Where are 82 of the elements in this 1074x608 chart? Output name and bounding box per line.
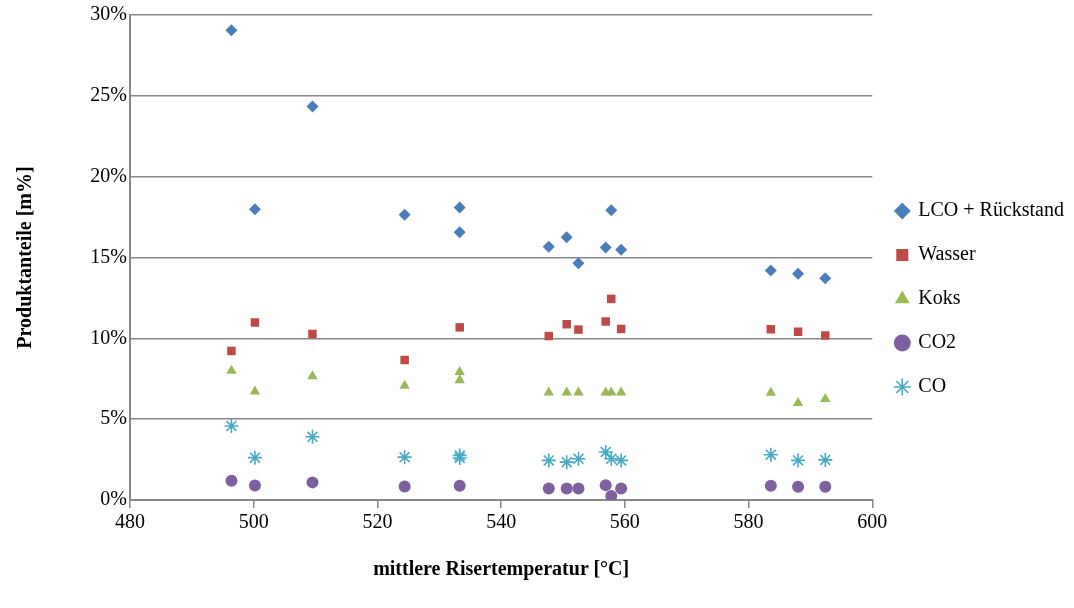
x-tick-label: 560 xyxy=(609,510,640,533)
point xyxy=(453,479,466,492)
point xyxy=(599,479,612,492)
point xyxy=(817,452,834,468)
point xyxy=(615,243,628,256)
point xyxy=(225,474,238,487)
point xyxy=(307,370,318,380)
y-tick-label: 15% xyxy=(90,244,127,267)
x-tick-label: 580 xyxy=(733,510,764,533)
point xyxy=(572,257,585,270)
point xyxy=(398,480,411,493)
point xyxy=(819,480,832,493)
legend-label: Wasser xyxy=(918,242,976,265)
point xyxy=(819,272,832,285)
point xyxy=(306,100,319,113)
point xyxy=(613,452,629,469)
y-tick-label: 25% xyxy=(90,83,127,106)
point xyxy=(250,318,260,327)
point xyxy=(615,482,628,495)
x-tick-label: 500 xyxy=(238,510,269,533)
point xyxy=(792,397,804,406)
y-tick-label: 30% xyxy=(90,2,127,25)
point xyxy=(399,379,410,389)
point xyxy=(766,325,776,334)
point xyxy=(570,450,587,467)
point xyxy=(400,355,409,365)
point xyxy=(306,476,319,489)
y-tick-label: 20% xyxy=(90,163,127,186)
point xyxy=(560,482,573,495)
point xyxy=(454,365,465,375)
point xyxy=(792,267,805,280)
point xyxy=(453,226,466,239)
point xyxy=(225,24,238,37)
point xyxy=(247,449,263,466)
point xyxy=(603,450,620,467)
point xyxy=(820,392,831,402)
point xyxy=(308,329,317,339)
point xyxy=(562,320,571,329)
point xyxy=(453,201,466,214)
legend-label: LCO + Rückstand xyxy=(918,198,1065,221)
point xyxy=(396,449,413,465)
point xyxy=(223,418,240,434)
point xyxy=(764,264,777,277)
y-axis-title: Produktanteile [m%] xyxy=(13,166,36,349)
point xyxy=(572,482,585,495)
point xyxy=(249,385,261,395)
point xyxy=(605,204,618,217)
point xyxy=(605,489,618,500)
point xyxy=(540,452,557,469)
point xyxy=(792,480,805,493)
point xyxy=(601,317,610,326)
point xyxy=(599,241,612,254)
point xyxy=(765,386,777,396)
x-axis-title: mittlere Risertemperatur [°C] xyxy=(373,557,630,581)
legend-label: CO xyxy=(918,374,947,397)
point xyxy=(821,331,830,340)
y-tick-label: 10% xyxy=(90,325,127,348)
point xyxy=(398,208,411,221)
point xyxy=(227,346,236,356)
point xyxy=(558,454,575,470)
x-tick-label: 480 xyxy=(115,510,145,533)
x-tick-label: 520 xyxy=(362,510,393,533)
point xyxy=(790,452,806,469)
point xyxy=(226,364,237,374)
legend-label: Koks xyxy=(918,286,961,309)
point xyxy=(542,240,555,253)
point xyxy=(304,428,321,445)
point xyxy=(763,446,779,463)
point xyxy=(764,479,777,492)
x-tick-label: 600 xyxy=(857,510,888,533)
point xyxy=(455,323,464,332)
y-tick-label: 0% xyxy=(100,487,127,510)
point xyxy=(560,231,573,244)
legend-label: CO2 xyxy=(918,330,957,353)
point xyxy=(597,444,614,460)
point xyxy=(574,325,583,334)
y-tick-label: 5% xyxy=(100,406,127,429)
point xyxy=(454,374,465,384)
point xyxy=(248,479,261,492)
point xyxy=(248,203,261,216)
x-tick-label: 540 xyxy=(486,510,517,533)
point xyxy=(542,482,555,495)
